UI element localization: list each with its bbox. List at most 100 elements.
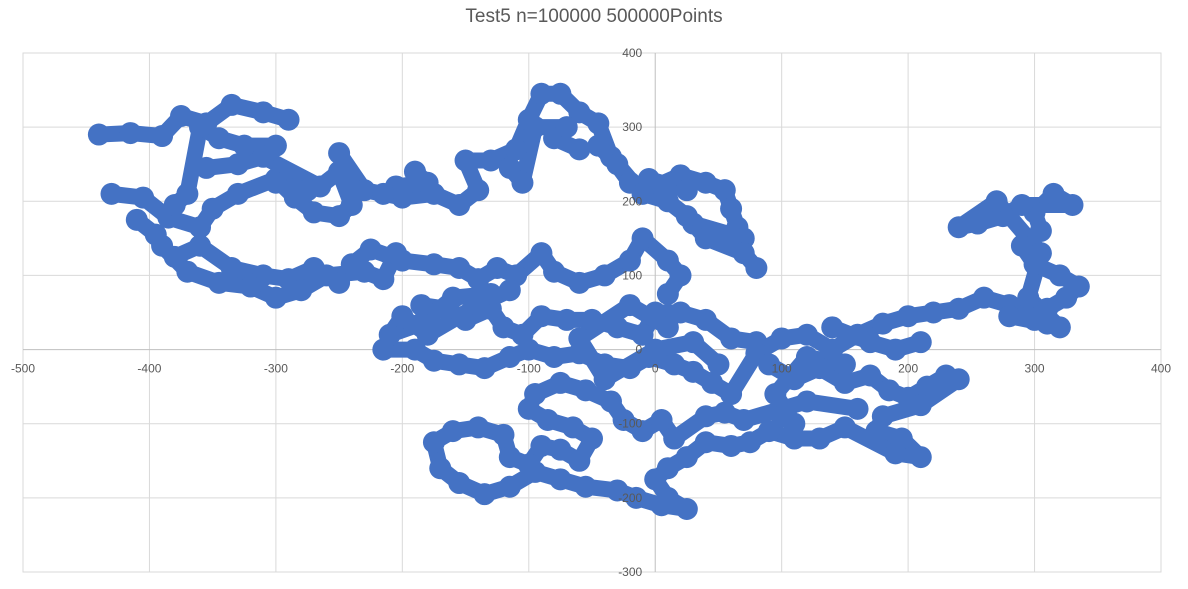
data-point (1010, 234, 1033, 257)
data-point (391, 305, 414, 328)
data-point (694, 405, 717, 428)
data-point (517, 453, 540, 476)
data-point (517, 338, 540, 361)
data-point (353, 179, 376, 202)
data-point (606, 316, 629, 339)
data-point (416, 171, 439, 194)
data-point (909, 394, 932, 417)
plot-area-border (22, 52, 1162, 573)
x-tick-label: -100 (517, 362, 541, 376)
data-point (618, 357, 641, 380)
data-point (1017, 286, 1040, 309)
data-point (100, 182, 123, 205)
data-point (1067, 275, 1090, 298)
data-point (543, 345, 566, 368)
data-point (1061, 193, 1084, 216)
data-point (656, 282, 679, 305)
data-point (132, 186, 155, 209)
data-point (568, 271, 591, 294)
data-points (87, 82, 1090, 520)
data-point (170, 105, 193, 128)
data-point (568, 327, 591, 350)
data-point (916, 375, 939, 398)
data-point (783, 412, 806, 435)
data-point (555, 116, 578, 139)
data-point (479, 149, 502, 172)
data-point (682, 360, 705, 383)
data-point (448, 193, 471, 216)
data-point (720, 383, 743, 406)
data-point (189, 216, 212, 239)
data-point (644, 301, 667, 324)
data-point (189, 116, 212, 139)
data-point (878, 379, 901, 402)
data-point (865, 420, 888, 443)
data-point (296, 179, 319, 202)
data-point (492, 316, 515, 339)
data-point (758, 353, 781, 376)
data-point (505, 138, 528, 161)
x-tick-label: 200 (898, 362, 918, 376)
data-point (599, 390, 622, 413)
data-point (909, 331, 932, 354)
chart-title: Test5 n=100000 500000Points (465, 6, 723, 27)
data-point (720, 197, 743, 220)
data-point (125, 208, 148, 231)
data-point (498, 475, 521, 498)
data-point (947, 216, 970, 239)
data-point (467, 416, 490, 439)
data-point (625, 486, 648, 509)
data-point (568, 101, 591, 124)
data-point (359, 238, 382, 261)
x-tick-label: -500 (11, 362, 35, 376)
x-tick-label: 400 (1151, 362, 1171, 376)
data-point (644, 468, 667, 491)
data-point (220, 257, 243, 280)
data-point (669, 301, 692, 324)
data-point (201, 197, 224, 220)
x-tick-label: -400 (137, 362, 161, 376)
data-point (448, 472, 471, 495)
data-point (884, 442, 907, 465)
data-point (745, 257, 768, 280)
data-point (795, 390, 818, 413)
data-point (656, 316, 679, 339)
data-point (385, 242, 408, 265)
data-point (846, 397, 869, 420)
data-point (555, 308, 578, 331)
data-point (372, 182, 395, 205)
data-point (422, 253, 445, 276)
data-point (694, 171, 717, 194)
data-point (675, 179, 698, 202)
data-point (315, 264, 338, 287)
data-point (593, 368, 616, 391)
data-point (151, 125, 174, 148)
data-point (264, 134, 287, 157)
data-point (998, 305, 1021, 328)
data-point (739, 431, 762, 454)
data-point (720, 327, 743, 350)
data-point (473, 357, 496, 380)
y-tick-label: -100 (618, 417, 642, 431)
data-point (1036, 312, 1059, 335)
data-point (454, 149, 477, 172)
data-point (701, 371, 724, 394)
data-point (536, 409, 559, 432)
data-point (530, 305, 553, 328)
x-tick-label: 300 (1025, 362, 1045, 376)
data-point (568, 138, 591, 161)
data-point (549, 438, 572, 461)
y-tick-label: 400 (622, 46, 642, 60)
data-point (220, 93, 243, 116)
data-point (568, 449, 591, 472)
data-point (530, 434, 553, 457)
data-point (403, 338, 426, 361)
trail-segment (179, 119, 209, 202)
data-point (467, 268, 490, 291)
data-point (732, 409, 755, 432)
data-point (966, 212, 989, 235)
data-point (859, 331, 882, 354)
data-point (631, 182, 654, 205)
data-point (884, 338, 907, 361)
